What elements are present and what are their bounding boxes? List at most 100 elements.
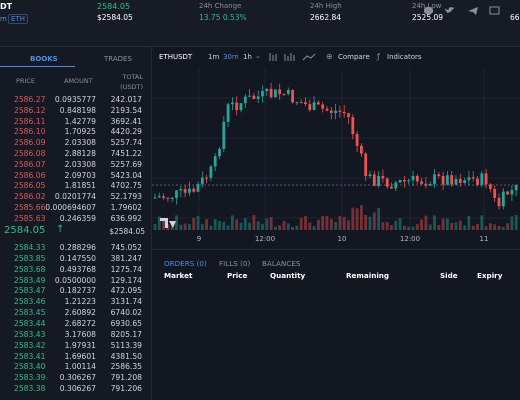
volume-bar: [463, 225, 466, 230]
candle: [269, 88, 273, 98]
interval[interactable]: 30m: [223, 53, 239, 61]
book-row: 2586.06 2.09703 5423.04: [0, 170, 150, 181]
orders-tab[interactable]: ORDERS (0): [164, 259, 207, 268]
symbol[interactable]: ETHUSDT: [159, 53, 193, 61]
volume-bar: [390, 225, 393, 230]
volume-bar: [441, 218, 445, 230]
candle: [200, 177, 204, 185]
compare[interactable]: Compare: [338, 53, 370, 61]
indicators[interactable]: Indicators: [387, 53, 422, 61]
volume-bar: [261, 223, 264, 230]
volume-bar: [355, 208, 359, 230]
total: 472.095: [110, 286, 142, 296]
column-header: PRICE: [16, 77, 35, 85]
book-row: 2583.44 2.68272 6930.65: [0, 318, 150, 329]
candle: [205, 177, 208, 179]
volume-bar: [321, 216, 325, 230]
volume-bar: [252, 215, 256, 230]
book-row: 2586.02 0.0201774 52.1793: [0, 191, 150, 202]
x-axis-label: 12:00: [400, 235, 420, 243]
price: 2586.11: [14, 116, 46, 126]
total: 6740.02: [110, 308, 142, 318]
stat-label: 24h High: [310, 2, 342, 10]
candle: [489, 184, 492, 189]
amount: 2.68272: [64, 318, 96, 328]
total: 5257.74: [110, 138, 142, 148]
candle: [342, 111, 346, 114]
book-row: 2583.47 0.182737 472.095: [0, 285, 150, 296]
volume-bar: [325, 216, 329, 230]
volume-bar: [398, 218, 402, 230]
amount: 0.0935777: [54, 95, 96, 104]
volume-bar: [153, 224, 157, 230]
candle: [471, 177, 475, 179]
discord-icon[interactable]: [424, 7, 433, 14]
amount: 1.00114: [64, 362, 96, 372]
candle: [308, 104, 312, 110]
volume-bar: [506, 223, 509, 230]
amount: 0.288296: [59, 243, 96, 252]
volume-bar: [450, 222, 454, 230]
x-axis-label: 12:00: [255, 235, 275, 243]
x-axis-label: 11: [480, 235, 489, 243]
interval[interactable]: 1h: [243, 53, 252, 61]
price: 2583.40: [14, 362, 46, 372]
amount: 1.21223: [64, 297, 96, 307]
candle: [385, 178, 389, 187]
amount: 2.09703: [64, 170, 96, 180]
volume-bar: [446, 218, 449, 230]
price: 2586.02: [14, 192, 46, 202]
amount: 2.03308: [64, 138, 96, 148]
orders-tab[interactable]: FILLS (0): [219, 259, 251, 268]
total: 2586.35: [110, 362, 142, 372]
total: 6930.65: [110, 318, 142, 328]
compare-icon[interactable]: ⊕: [326, 52, 333, 61]
candle: [196, 184, 200, 192]
candle: [390, 186, 393, 189]
candle: [213, 156, 217, 167]
interval[interactable]: 1m: [208, 53, 220, 61]
book-row: 2583.40 1.00114 2586.35: [0, 361, 150, 372]
candle-icon[interactable]: [284, 53, 295, 61]
total: 636.992: [110, 213, 142, 223]
mail-icon[interactable]: [489, 6, 500, 15]
total: 5423.04: [110, 170, 142, 180]
price: 2583.39: [14, 373, 46, 383]
volume-bar: [308, 222, 312, 230]
indicator-icon[interactable]: [302, 53, 316, 61]
volume-bar: [213, 219, 217, 230]
candle: [506, 191, 509, 195]
candle: [162, 196, 165, 198]
dropdown-chevron[interactable]: ⌄: [255, 52, 261, 60]
volume-bar: [510, 216, 514, 230]
candle: [403, 179, 406, 182]
candle: [394, 182, 398, 189]
tab[interactable]: BOOKS: [30, 55, 58, 63]
candle: [372, 174, 376, 186]
total: 2193.54: [110, 105, 142, 115]
amount: 3.17608: [64, 329, 96, 339]
price: 2586.12: [14, 105, 46, 115]
volume-bar: [312, 226, 316, 230]
tab[interactable]: TRADES: [104, 55, 132, 63]
orders-tab[interactable]: BALANCES: [262, 259, 301, 268]
volume-bar: [403, 225, 406, 230]
twitter-icon[interactable]: [445, 7, 455, 13]
volume-bar: [458, 220, 462, 230]
volume-bar: [192, 217, 196, 230]
price: 2583.46: [14, 297, 46, 307]
candle: [321, 104, 325, 109]
candle: [463, 180, 466, 184]
indicators-icon[interactable]: ƒ: [377, 52, 380, 61]
telegram-icon[interactable]: [468, 7, 478, 15]
candle: [329, 110, 333, 114]
toolbar-icons: [269, 53, 316, 61]
candle: [192, 188, 196, 192]
volume-bar: [295, 225, 299, 230]
volume-bar: [428, 224, 432, 230]
volume-bar: [278, 225, 282, 230]
bar-icon[interactable]: [269, 53, 277, 61]
total: 791.206: [110, 384, 142, 394]
last-price: 2584.05: [97, 2, 131, 11]
volume-bar: [394, 220, 398, 230]
